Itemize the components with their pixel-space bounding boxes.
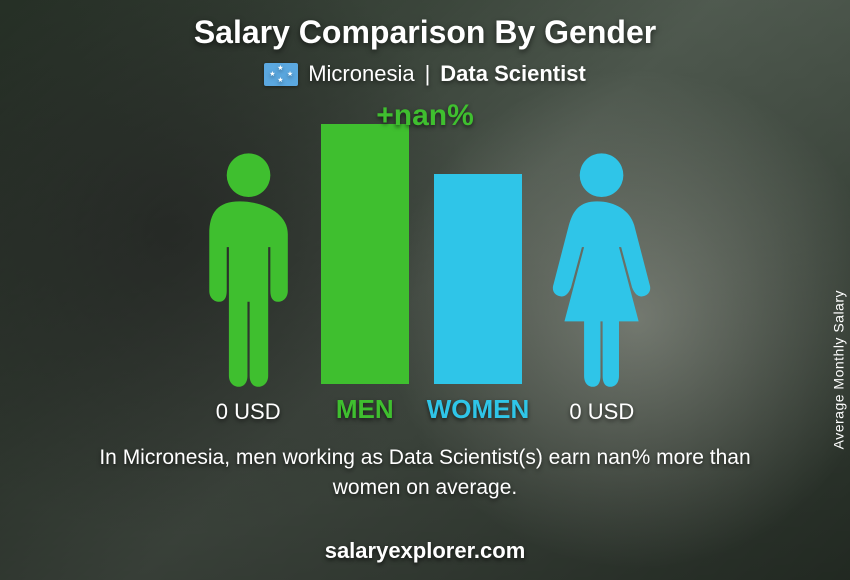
- diff-label: +nan%: [376, 99, 474, 133]
- men-label: MEN: [336, 394, 394, 425]
- micronesia-flag-icon: ★ ★ ★ ★: [264, 63, 298, 86]
- female-icon: [547, 149, 656, 389]
- footer-source: salaryexplorer.com: [0, 538, 850, 564]
- women-label: WOMEN: [427, 394, 530, 425]
- subtitle-job: Data Scientist: [440, 61, 586, 87]
- women-icon-col: 0 USD: [547, 149, 656, 425]
- men-amount: 0 USD: [216, 399, 281, 425]
- men-bar: [321, 124, 409, 384]
- women-bar-col: WOMEN: [427, 174, 530, 425]
- description-text: In Micronesia, men working as Data Scien…: [65, 443, 785, 504]
- chart-area: +nan% 0 USD MEN WOMEN 0 USD: [115, 95, 735, 425]
- male-icon: [194, 149, 303, 389]
- women-bar: [434, 174, 522, 384]
- women-amount: 0 USD: [569, 399, 634, 425]
- subtitle-country: Micronesia: [308, 61, 414, 87]
- men-icon-col: 0 USD: [194, 149, 303, 425]
- page-title: Salary Comparison By Gender: [194, 14, 656, 51]
- men-bar-col: MEN: [321, 124, 409, 425]
- side-axis-label: Average Monthly Salary: [830, 290, 846, 449]
- subtitle-row: ★ ★ ★ ★ Micronesia | Data Scientist: [264, 61, 586, 87]
- infographic-container: Salary Comparison By Gender ★ ★ ★ ★ Micr…: [0, 0, 850, 580]
- subtitle-sep: |: [425, 61, 431, 87]
